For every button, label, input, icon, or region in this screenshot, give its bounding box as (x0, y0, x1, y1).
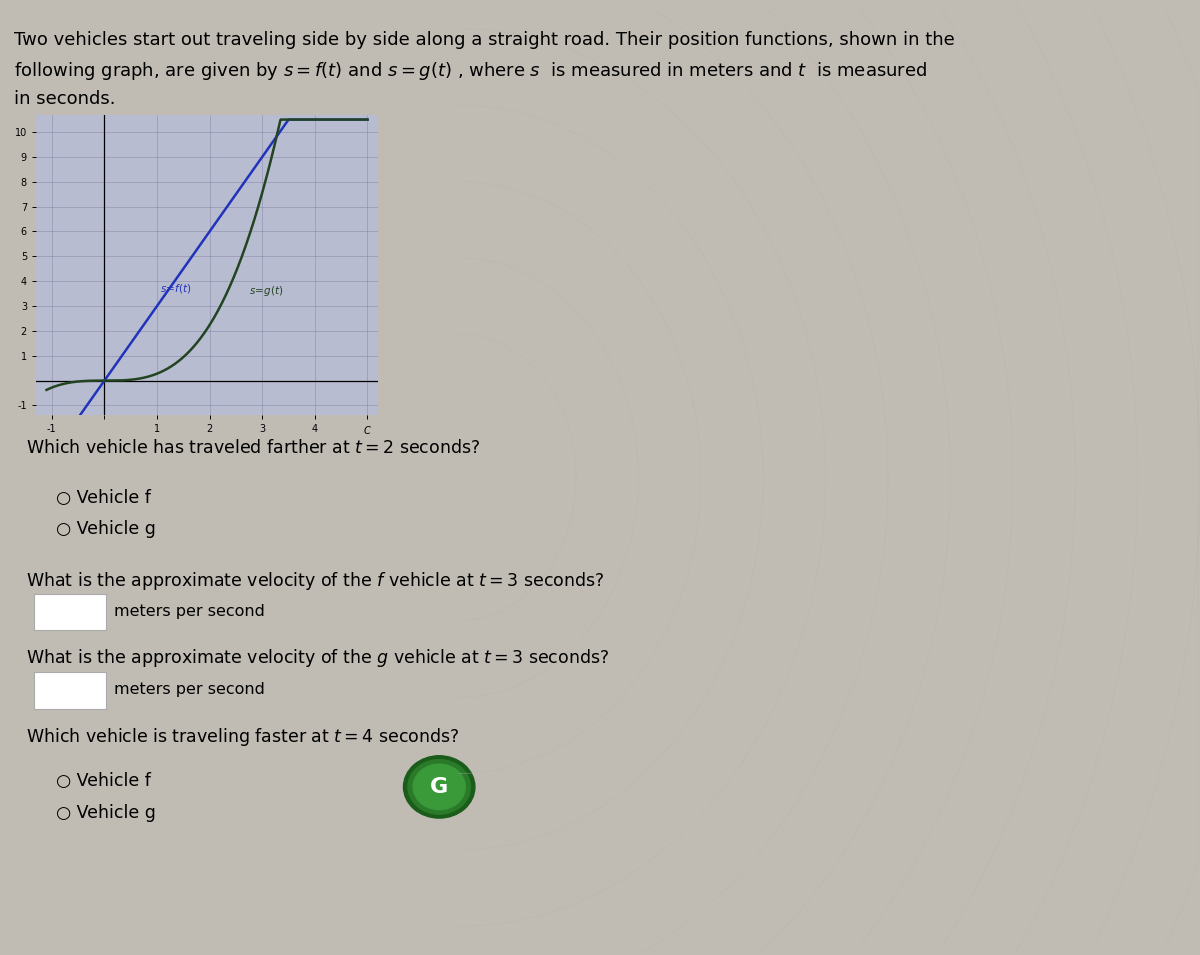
Text: in seconds.: in seconds. (14, 90, 116, 108)
Text: $s\!=\!f(t)$: $s\!=\!f(t)$ (160, 282, 191, 294)
Text: meters per second: meters per second (114, 604, 265, 619)
Text: ○ Vehicle g: ○ Vehicle g (56, 804, 156, 822)
Text: Which vehicle is traveling faster at $t = 4$ seconds?: Which vehicle is traveling faster at $t … (26, 726, 460, 748)
Text: $s\!=\!g(t)$: $s\!=\!g(t)$ (250, 284, 283, 298)
Text: ○ Vehicle g: ○ Vehicle g (56, 520, 156, 539)
Circle shape (403, 755, 475, 818)
Text: meters per second: meters per second (114, 682, 265, 697)
Circle shape (408, 759, 470, 815)
Text: following graph, are given by $s = f(t)$ and $s = g(t)$ , where $s$  is measured: following graph, are given by $s = f(t)$… (14, 60, 928, 82)
Circle shape (413, 764, 466, 810)
Text: Which vehicle has traveled farther at $t = 2$ seconds?: Which vehicle has traveled farther at $t… (26, 439, 480, 457)
Text: Two vehicles start out traveling side by side along a straight road. Their posit: Two vehicles start out traveling side by… (14, 31, 955, 49)
Text: What is the approximate velocity of the $g$ vehicle at $t = 3$ seconds?: What is the approximate velocity of the … (26, 647, 610, 669)
Text: ○ Vehicle f: ○ Vehicle f (56, 772, 151, 790)
Text: ○ Vehicle f: ○ Vehicle f (56, 489, 151, 507)
Text: G: G (430, 777, 449, 796)
Text: What is the approximate velocity of the $f$ vehicle at $t = 3$ seconds?: What is the approximate velocity of the … (26, 570, 605, 592)
